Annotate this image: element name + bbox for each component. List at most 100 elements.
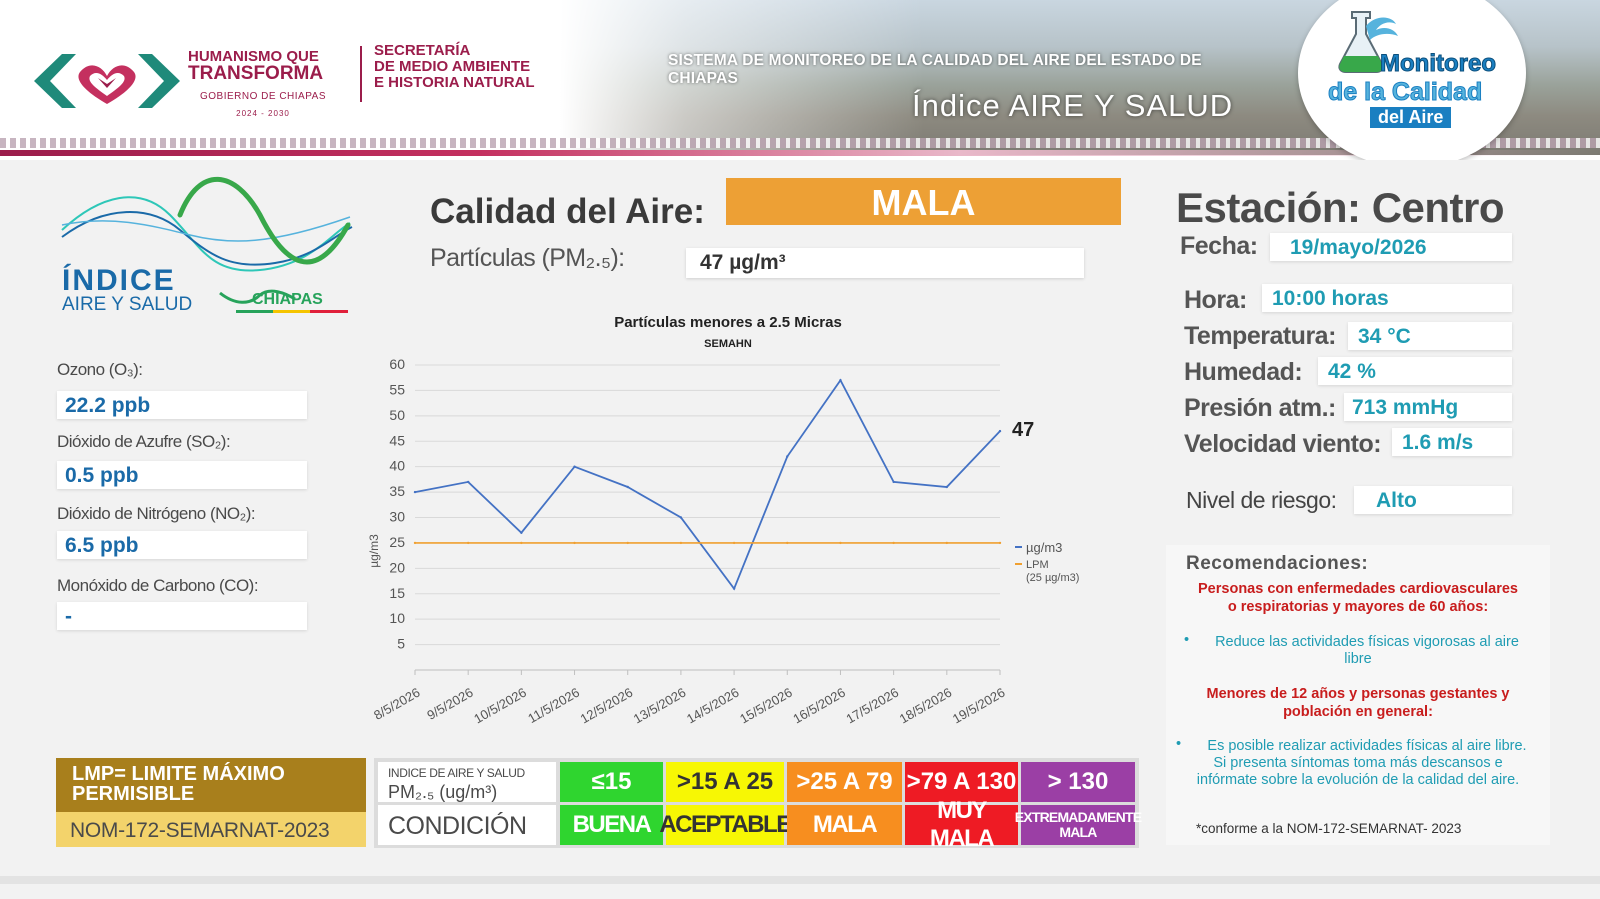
group2-item-line3: infórmate sobre la evolución de la calid…	[1196, 772, 1520, 788]
chart-series-line-pm25	[414, 378, 1001, 591]
secretaria-line1: SECRETARÍA	[374, 42, 471, 59]
pm25-value-box: 47 µg/m³	[686, 248, 1084, 278]
scale-condition-extremadamente-mala-text: EXTREMADAMENTE MALA	[1014, 809, 1142, 840]
legend-label-lpm: LPM	[1026, 559, 1049, 571]
scale-header-small: INDICE DE AIRE Y SALUD	[388, 766, 525, 780]
gov-line4: 2024 - 2030	[236, 109, 290, 118]
chart-y-axis-label: µg/m3	[367, 534, 381, 568]
chart-point	[679, 516, 683, 519]
scale-range-extremadamente-mala: > 130	[1021, 762, 1135, 802]
legend-label-pm25: µg/m3	[1026, 540, 1062, 555]
chart-x-tick-label: 19/5/2026	[950, 685, 1008, 725]
group1-item-line2: libre	[1344, 651, 1372, 667]
temperature-value: 34 °C	[1358, 325, 1411, 348]
chart-title: Partículas menores a 2.5 Micras	[614, 314, 842, 331]
scale-condition-aceptable: ACEPTABLE	[659, 805, 792, 845]
monitoreo-logo-line2: de la Calidad	[1327, 78, 1483, 107]
scale-range-extremadamente-mala-text: > 130	[1047, 768, 1109, 795]
header-accent-line	[0, 150, 1600, 156]
chart-y-tick-label: 20	[389, 559, 405, 575]
secretaria-line2: DE MEDIO AMBIENTE	[374, 58, 531, 75]
legend-label-lpm-sub: (25 µg/m3)	[1026, 572, 1079, 584]
chart-point	[998, 541, 1002, 545]
chart-point	[413, 541, 417, 545]
scale-header-pm-label: PM₂.₅ (ug/m³)	[388, 782, 498, 802]
chart-point	[732, 587, 736, 590]
group1-title-line2: o respiratorias y mayores de 60 años:	[1227, 599, 1489, 615]
scale-range-buena: ≤15	[560, 762, 663, 802]
date-label: Fecha:	[1180, 232, 1258, 260]
chart-x-tick-label: 17/5/2026	[844, 685, 902, 725]
group2-item-line1: • Es posible realizar actividades física…	[1166, 736, 1550, 755]
chart-point	[892, 480, 895, 484]
humidity-value: 42 %	[1328, 360, 1376, 383]
chart-x-tick-label: 9/5/2026	[424, 685, 475, 723]
temperature-label: Temperatura:	[1184, 322, 1336, 350]
chart-y-tick-label: 10	[389, 610, 405, 626]
scale-condition-muy-mala-text: MUY MALA	[929, 797, 995, 852]
gov-line1: HUMANISMO QUE	[188, 48, 319, 65]
chart-point	[945, 541, 949, 545]
recommendations-panel: Recomendaciones: Personas con enfermedad…	[1166, 545, 1550, 845]
index-scale-table: INDICE DE AIRE Y SALUD PM₂.₅ (ug/m³) CON…	[374, 758, 1142, 852]
chart-x-tick-label: 13/5/2026	[631, 685, 689, 725]
scale-range-aceptable-text: >15 A 25	[676, 768, 774, 795]
chart-x-tick-label: 12/5/2026	[578, 685, 636, 725]
so2-value: 0.5 ppb	[65, 464, 139, 487]
group2-title-line2: población en general:	[1283, 704, 1433, 720]
pm25-line-chart: Partículas menores a 2.5 Micras SEMAHN µ…	[367, 314, 1079, 725]
lmp-line1: LMP= LIMITE MÁXIMO	[72, 763, 285, 785]
no2-value-box: 6.5 ppb	[57, 531, 307, 559]
co-value: -	[65, 605, 72, 628]
group2-item-line2: Si presenta síntomas toma más descansos …	[1213, 755, 1503, 771]
time-label: Hora:	[1184, 286, 1247, 314]
gov-line3: GOBIERNO DE CHIAPAS	[199, 91, 326, 102]
bullet-icon: •	[1184, 632, 1190, 648]
co-label: Monóxido de Carbono (CO):	[57, 576, 259, 595]
so2-value-box: 0.5 ppb	[57, 461, 307, 489]
risk-level-value-box: Alto	[1354, 486, 1512, 514]
chart-point	[679, 541, 683, 545]
air-quality-value: MALA	[871, 182, 976, 223]
chart-y-tick-label: 45	[389, 432, 405, 448]
chart-x-tick-label: 8/5/2026	[371, 685, 422, 723]
chart-legend: µg/m3 LPM(25 µg/m3)	[1015, 540, 1079, 584]
index-logo-line3: CHIAPAS	[252, 291, 323, 308]
chart-x-tick-label: 14/5/2026	[684, 685, 742, 725]
chart-point	[839, 541, 842, 545]
chart-grid	[415, 364, 1000, 671]
secretaria-line3: E HISTORIA NATURAL	[374, 74, 535, 91]
nom-text: NOM-172-SEMARNAT-2023	[70, 819, 330, 842]
pressure-label: Presión atm.:	[1184, 394, 1336, 422]
chart-y-tick-label: 60	[389, 356, 405, 372]
scale-header-condition: CONDICIÓN	[378, 805, 556, 845]
so2-label: Dióxido de Azufre (SO₂):	[57, 432, 231, 451]
date-value: 19/mayo/2026	[1290, 236, 1427, 259]
chart-point	[573, 541, 576, 545]
time-value: 10:00 horas	[1272, 287, 1389, 310]
ozone-value-box: 22.2 ppb	[57, 391, 307, 419]
wind-speed-label: Velocidad viento:	[1184, 430, 1382, 458]
scale-condition-aceptable-text: ACEPTABLE	[659, 811, 792, 838]
chart-y-ticks: 5 10 15 20 25 30 35 40 45 50 55 60	[389, 356, 405, 652]
chart-x-tick-label: 11/5/2026	[525, 685, 582, 725]
humidity-label: Humedad:	[1184, 358, 1303, 386]
chart-point	[892, 541, 895, 545]
pm25-value: 47 µg/m³	[700, 251, 786, 274]
chart-point	[626, 485, 629, 489]
chart-x-tick-label: 18/5/2026	[897, 685, 955, 725]
date-value-box: 19/mayo/2026	[1270, 233, 1512, 261]
chart-last-value-label: 47	[1012, 419, 1034, 441]
group1-title-line1: Personas con enfermedades cardiovascular…	[1198, 581, 1518, 597]
chart-x-tick-label: 15/5/2026	[737, 685, 795, 725]
scale-condition-mala: MALA	[787, 805, 902, 845]
pm25-label: Partículas (PM₂.₅):	[430, 244, 625, 272]
no2-label: Dióxido de Nitrógeno (NO₂):	[57, 504, 256, 523]
chart-y-tick-label: 40	[389, 458, 405, 474]
ozone-label: Ozono (O₃):	[57, 360, 143, 379]
no2-value: 6.5 ppb	[65, 534, 139, 557]
group1-item-text1: Reduce las actividades físicas vigorosas…	[1215, 634, 1519, 650]
scale-condition-buena: BUENA	[560, 805, 663, 845]
chart-x-tick-label: 16/5/2026	[790, 685, 848, 725]
index-logo-color-bar	[236, 310, 348, 313]
